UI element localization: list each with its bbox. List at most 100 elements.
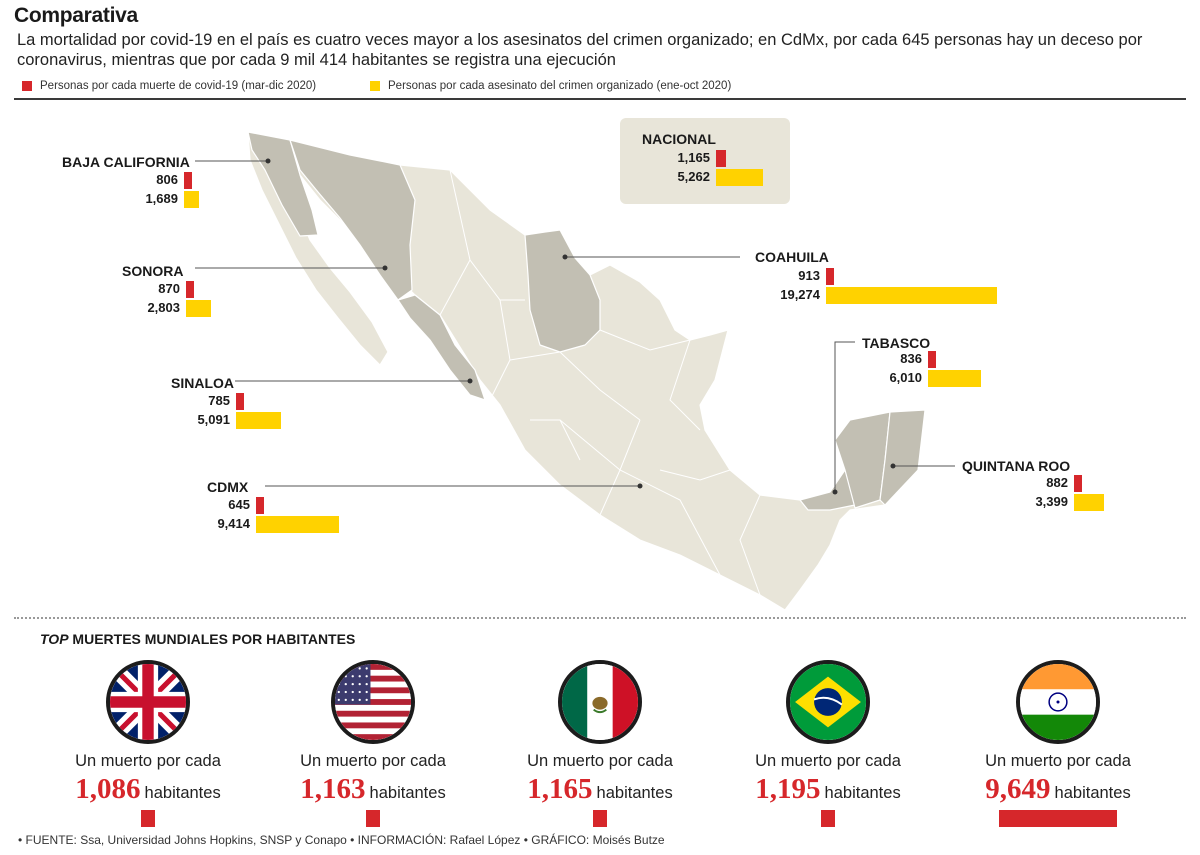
country-value-line: 1,165 habitantes <box>485 773 715 806</box>
crimen-bar-sonora <box>186 300 211 317</box>
mexico-flag-icon <box>558 660 642 744</box>
country-value: 1,086 <box>75 773 141 805</box>
india-flag-icon <box>1016 660 1100 744</box>
crimen-bar-sinaloa <box>236 412 282 429</box>
crimen-value-coahuila: 19,274 <box>780 287 820 302</box>
crimen-bar-coahuila <box>826 287 997 304</box>
country-card: Un muerto por cada 1,195 habitantes <box>713 660 943 827</box>
country-value: 1,195 <box>755 773 821 805</box>
world-section-title-prefix: TOP <box>40 631 69 647</box>
covid-bar-quintana-roo <box>1074 475 1082 492</box>
source-credits: • FUENTE: Ssa, Universidad Johns Hopkins… <box>18 833 665 847</box>
country-unit: habitantes <box>144 784 221 802</box>
country-caption: Un muerto por cada <box>300 752 446 770</box>
point-baja-california <box>265 158 271 164</box>
state-name-tabasco: TABASCO <box>862 335 931 351</box>
map-coahuila <box>524 229 601 353</box>
crimen-value-cdmx: 9,414 <box>217 516 250 531</box>
crimen-bar-cdmx <box>256 516 340 533</box>
country-value-line: 1,086 habitantes <box>33 773 263 806</box>
country-bar <box>141 810 155 827</box>
country-caption: Un muerto por cada <box>755 752 901 770</box>
crimen-value-nacional: 5,262 <box>677 169 710 184</box>
covid-bar-sinaloa <box>236 393 244 410</box>
state-name-nacional: NACIONAL <box>642 131 716 147</box>
subtitle: La mortalidad por covid-19 en el país es… <box>17 31 1143 69</box>
state-name-coahuila: COAHUILA <box>755 249 829 265</box>
covid-value-sonora: 870 <box>158 281 180 296</box>
country-unit: habitantes <box>824 784 901 802</box>
covid-bar-nacional <box>716 150 727 167</box>
map-state-borders <box>439 169 761 596</box>
crimen-value-sinaloa: 5,091 <box>197 412 230 427</box>
crimen-bar-quintana-roo <box>1074 494 1105 511</box>
crimen-value-sonora: 2,803 <box>147 300 180 315</box>
crimen-bar-baja-california <box>184 191 199 208</box>
covid-value-coahuila: 913 <box>798 268 820 283</box>
country-value: 9,649 <box>985 773 1051 805</box>
covid-value-tabasco: 836 <box>900 351 922 366</box>
covid-bar-baja-california <box>184 172 192 189</box>
map-quintana-roo <box>879 409 926 506</box>
point-coahuila <box>562 254 568 260</box>
usa-flag-icon <box>331 660 415 744</box>
country-card: Un muerto por cada 9,649 habitantes <box>943 660 1173 827</box>
world-section-title-text: MUERTES MUNDIALES POR HABITANTES <box>72 631 356 647</box>
country-caption: Un muerto por cada <box>527 752 673 770</box>
covid-value-sinaloa: 785 <box>208 393 230 408</box>
map-sinaloa <box>397 294 486 401</box>
covid-value-quintana-roo: 882 <box>1046 475 1068 490</box>
covid-value-cdmx: 645 <box>228 497 250 512</box>
country-card: Un muerto por cada 1,165 habitantes <box>485 660 715 827</box>
covid-value-nacional: 1,165 <box>677 150 710 165</box>
legend-covid-swatch <box>22 81 32 91</box>
section-divider <box>14 617 1186 619</box>
country-value-line: 1,195 habitantes <box>713 773 943 806</box>
crimen-bar-nacional <box>716 169 763 186</box>
world-section-title: TOP MUERTES MUNDIALES POR HABITANTES <box>40 631 355 647</box>
crimen-bar-tabasco <box>928 370 982 387</box>
covid-bar-cdmx <box>256 497 264 514</box>
leader-tabasco <box>834 341 855 492</box>
country-card: Un muerto por cada 1,163 habitantes <box>258 660 488 827</box>
country-value: 1,165 <box>527 773 593 805</box>
point-tabasco <box>832 489 838 495</box>
legend-divider <box>14 98 1186 100</box>
country-value: 1,163 <box>300 773 366 805</box>
brazil-flag-icon <box>786 660 870 744</box>
country-unit: habitantes <box>369 784 446 802</box>
country-card: Un muerto por cada 1,086 habitantes <box>33 660 263 827</box>
legend-crimen-swatch <box>370 81 380 91</box>
legend-crimen-label: Personas por cada asesinato del crimen o… <box>388 80 732 92</box>
state-name-cdmx: CDMX <box>207 479 249 495</box>
country-value-line: 1,163 habitantes <box>258 773 488 806</box>
country-bar <box>592 810 608 827</box>
covid-bar-coahuila <box>826 268 835 285</box>
country-unit: habitantes <box>1054 784 1131 802</box>
state-name-quintana-roo: QUINTANA ROO <box>962 458 1071 474</box>
crimen-value-tabasco: 6,010 <box>889 370 922 385</box>
crimen-value-quintana-roo: 3,399 <box>1035 494 1068 509</box>
state-name-sonora: SONORA <box>122 263 184 279</box>
state-name-baja-california: BAJA CALIFORNIA <box>62 154 190 170</box>
legend-covid-label: Personas por cada muerte de covid-19 (ma… <box>40 80 317 92</box>
nacional-box <box>620 118 790 204</box>
covid-bar-tabasco <box>928 351 936 368</box>
map-baja-california <box>247 131 319 237</box>
state-name-sinaloa: SINALOA <box>171 375 234 391</box>
country-bar <box>820 810 836 827</box>
covid-bar-sonora <box>186 281 194 298</box>
country-unit: habitantes <box>596 784 673 802</box>
country-caption: Un muerto por cada <box>985 752 1131 770</box>
uk-flag-icon <box>106 660 190 744</box>
country-bar <box>365 810 381 827</box>
point-sonora <box>382 265 388 271</box>
legend-crimen: Personas por cada asesinato del crimen o… <box>370 80 731 92</box>
point-sinaloa <box>467 378 473 384</box>
covid-value-baja-california: 806 <box>156 172 178 187</box>
point-quintana-roo <box>890 463 896 469</box>
country-bar <box>999 810 1117 827</box>
point-cdmx <box>637 483 643 489</box>
mexico-map <box>195 131 955 610</box>
country-value-line: 9,649 habitantes <box>943 773 1173 806</box>
